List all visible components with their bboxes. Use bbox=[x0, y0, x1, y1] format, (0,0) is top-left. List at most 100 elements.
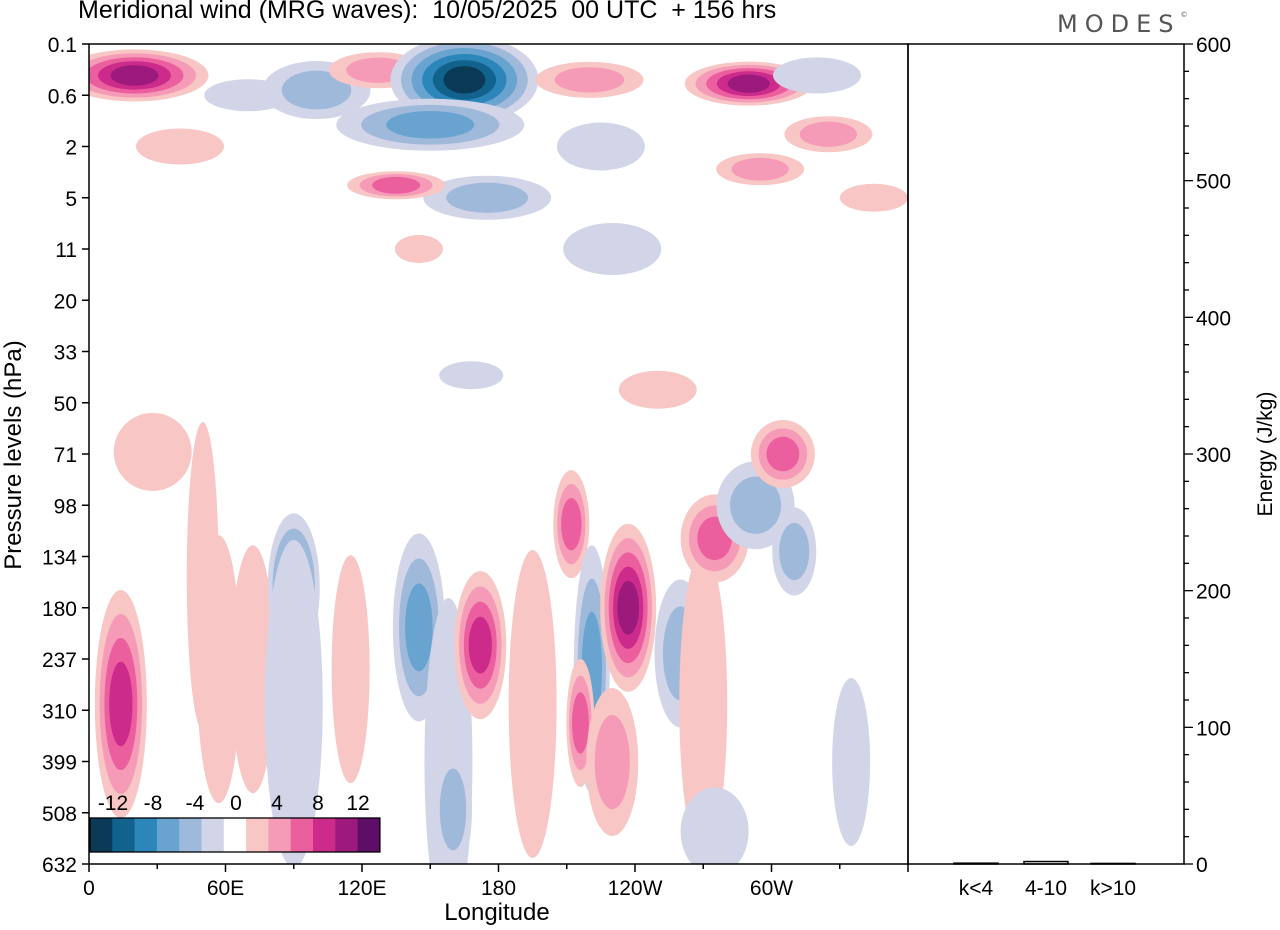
energy-tick-label: 600 bbox=[1196, 34, 1231, 57]
y-tick-label: 134 bbox=[42, 547, 77, 570]
y-tick-label: 0.6 bbox=[48, 85, 77, 108]
x-tick-label: 180 bbox=[481, 877, 516, 900]
x-tick-label: 0 bbox=[83, 877, 95, 900]
colorbar-swatch bbox=[223, 818, 247, 852]
energy-tick-label: 0 bbox=[1196, 854, 1208, 877]
y-tick-label: 71 bbox=[54, 444, 77, 467]
positive-wind-contour bbox=[766, 436, 800, 472]
positive-wind-contour bbox=[731, 157, 789, 181]
colorbar-label: 4 bbox=[271, 792, 283, 815]
positive-wind-contour bbox=[679, 549, 728, 858]
energy-bar bbox=[1023, 860, 1069, 865]
positive-wind-contour bbox=[109, 661, 133, 747]
negative-wind-contour bbox=[405, 583, 433, 672]
energy-category-label: k<4 bbox=[959, 877, 994, 900]
positive-wind-contour bbox=[468, 616, 492, 674]
negative-wind-contour bbox=[281, 70, 352, 110]
colorbar-swatch bbox=[246, 818, 269, 852]
y-tick-label: 632 bbox=[42, 854, 77, 877]
positive-wind-contour bbox=[571, 692, 589, 754]
logo-mark: © bbox=[1180, 11, 1188, 19]
positive-wind-contour bbox=[839, 183, 908, 212]
negative-wind-contour bbox=[439, 361, 504, 390]
x-axis-label: Longitude bbox=[444, 899, 550, 926]
energy-category-label: k>10 bbox=[1090, 877, 1136, 900]
colorbar-swatch bbox=[179, 818, 202, 852]
colorbar-swatch bbox=[290, 818, 314, 852]
negative-wind-contour bbox=[563, 223, 662, 275]
energy-axis: 0 100 200 300 400 500 600 bbox=[1184, 34, 1231, 877]
energy-tick-label: 300 bbox=[1196, 444, 1231, 467]
energy-frame bbox=[907, 43, 1185, 865]
y-tick-label: 50 bbox=[54, 393, 77, 416]
x-tick-label: 60W bbox=[750, 877, 793, 900]
colorbar-label: 0 bbox=[230, 792, 242, 815]
logo-text: MODES bbox=[1057, 10, 1181, 38]
y-tick-label: 180 bbox=[42, 598, 77, 621]
y-tick-label: 399 bbox=[42, 752, 77, 775]
positive-wind-contour bbox=[230, 545, 275, 794]
energy-tick-label: 100 bbox=[1196, 717, 1231, 740]
pressure-axis: 0.1 0.6 2 5 11 20 33 50 71 98 134 180 237 310 399 508 63… bbox=[42, 34, 89, 877]
colorbar-label: -4 bbox=[186, 792, 205, 815]
positive-wind-contour bbox=[618, 370, 697, 409]
negative-wind-contour bbox=[556, 122, 645, 171]
colorbar-label: 8 bbox=[312, 792, 324, 815]
y-tick-label: 20 bbox=[54, 290, 77, 313]
positive-wind-contour bbox=[508, 549, 557, 858]
longitude-axis: 0 60E 120E 180 120W 60W bbox=[83, 864, 909, 900]
energy-bar bbox=[1090, 862, 1136, 865]
negative-wind-contour bbox=[779, 522, 810, 581]
energy-bar bbox=[953, 862, 999, 865]
energy-tick-label: 400 bbox=[1196, 307, 1231, 330]
negative-wind-contour bbox=[730, 476, 782, 534]
y-tick-label: 98 bbox=[54, 495, 77, 518]
modes-logo: MODES© bbox=[1057, 10, 1187, 38]
positive-wind-contour bbox=[727, 74, 770, 93]
colorbar-swatch bbox=[335, 818, 359, 852]
wind-field bbox=[89, 44, 908, 864]
negative-wind-contour bbox=[773, 57, 861, 94]
x-tick-label: 120E bbox=[337, 877, 386, 900]
positive-wind-contour bbox=[617, 580, 640, 635]
positive-wind-contour bbox=[196, 535, 241, 804]
positive-wind-contour bbox=[331, 555, 370, 784]
colorbar-label: -12 bbox=[98, 792, 128, 815]
colorbar-swatch bbox=[313, 818, 336, 852]
colorbar-swatch bbox=[112, 818, 136, 852]
colorbar: -12 -8 -4 0 4 8 12 bbox=[89, 792, 381, 853]
y-tick-label: 0.1 bbox=[48, 34, 77, 57]
positive-wind-contour bbox=[372, 176, 421, 194]
colorbar-swatch bbox=[90, 818, 113, 852]
energy-tick-label: 500 bbox=[1196, 171, 1231, 194]
positive-wind-contour bbox=[561, 497, 582, 551]
y-tick-label: 508 bbox=[42, 803, 77, 826]
positive-wind-contour bbox=[394, 235, 443, 263]
colorbar-swatch bbox=[201, 818, 225, 852]
colorbar-label: 12 bbox=[346, 792, 369, 815]
y-tick-label: 11 bbox=[55, 239, 77, 262]
negative-wind-contour bbox=[832, 678, 871, 847]
negative-wind-contour bbox=[264, 540, 323, 864]
colorbar-swatch bbox=[268, 818, 292, 852]
colorbar-label: -8 bbox=[144, 792, 163, 815]
colorbar-swatch bbox=[156, 818, 180, 852]
colorbar-frame bbox=[89, 817, 381, 853]
y-tick-label: 2 bbox=[65, 137, 77, 160]
positive-wind-contour bbox=[554, 67, 625, 93]
y-tick-label: 33 bbox=[54, 342, 77, 365]
energy-tick-label: 200 bbox=[1196, 581, 1231, 604]
energy-bars: k<4 4-10 k>10 bbox=[953, 860, 1136, 900]
positive-wind-contour bbox=[110, 65, 159, 86]
positive-wind-contour bbox=[113, 412, 192, 491]
colorbar-swatch bbox=[134, 818, 158, 852]
x-tick-label: 60E bbox=[207, 877, 244, 900]
negative-wind-contour bbox=[443, 66, 486, 94]
colorbar-swatch bbox=[357, 818, 381, 852]
negative-wind-contour bbox=[386, 110, 475, 139]
positive-wind-contour bbox=[136, 128, 224, 165]
positive-wind-contour bbox=[799, 121, 857, 147]
positive-wind-contour bbox=[594, 714, 630, 810]
y-tick-label: 237 bbox=[42, 649, 77, 672]
